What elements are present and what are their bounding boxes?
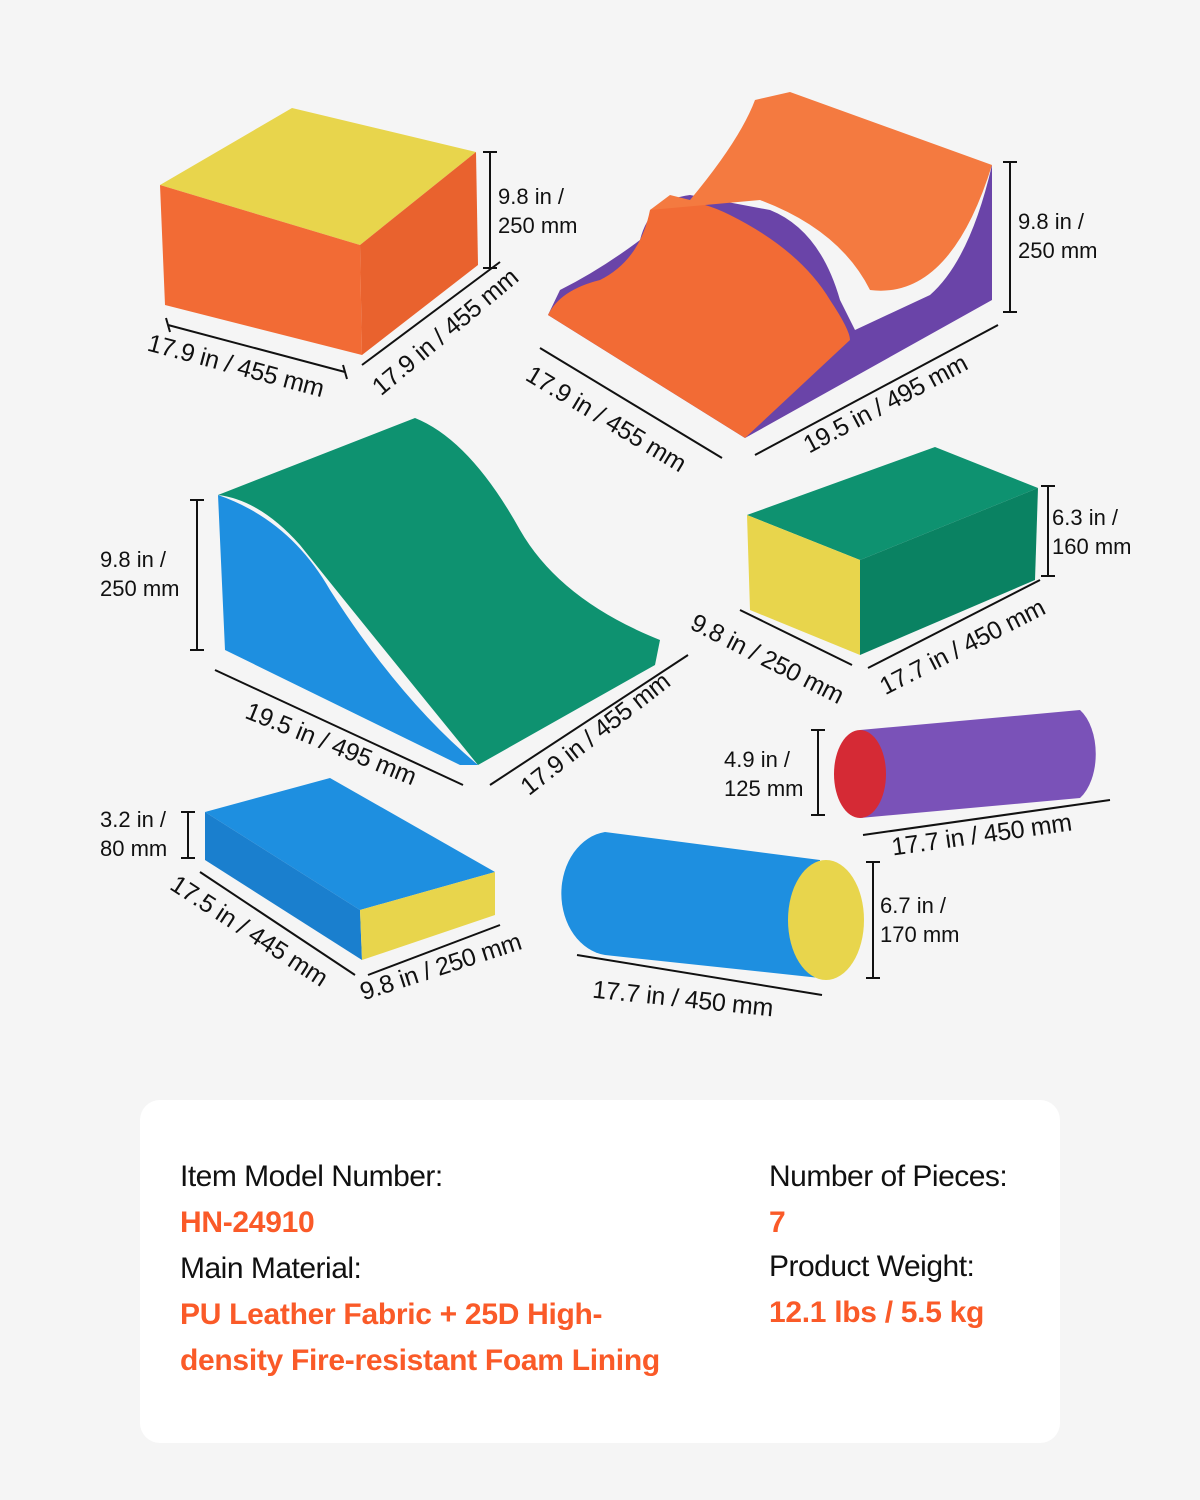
model-number-value: HN-24910 bbox=[180, 1206, 315, 1239]
model-number-label: Item Model Number: bbox=[180, 1160, 443, 1193]
dimension-lines bbox=[165, 151, 1111, 996]
foam-cube bbox=[160, 108, 478, 355]
foam-block-blue bbox=[205, 778, 495, 960]
foam-wedge bbox=[218, 418, 660, 765]
weight-value: 12.1 lbs / 5.5 kg bbox=[769, 1296, 985, 1329]
dimension-label: 9.8 in /250 mm bbox=[1018, 209, 1098, 263]
pieces-value: 7 bbox=[769, 1206, 786, 1239]
dimension-label: 6.7 in /170 mm bbox=[880, 893, 960, 947]
main-material-value: PU Leather Fabric + 25D High-density Fir… bbox=[180, 1298, 660, 1377]
dimension-label: 3.2 in /80 mm bbox=[100, 807, 168, 861]
specs-card: Item Model Number: HN-24910 Main Materia… bbox=[140, 1100, 1060, 1443]
foam-pieces-illustration bbox=[160, 92, 1111, 996]
weight-label: Product Weight: bbox=[769, 1250, 975, 1283]
foam-cylinder-blue bbox=[561, 832, 864, 980]
dimension-label: 9.8 in /250 mm bbox=[100, 547, 180, 601]
foam-cylinder-purple bbox=[834, 710, 1096, 818]
dimension-label: 6.3 in /160 mm bbox=[1052, 505, 1132, 559]
main-material-label: Main Material: bbox=[180, 1252, 362, 1285]
dimension-label: 9.8 in /250 mm bbox=[498, 184, 578, 238]
foam-block-green bbox=[747, 447, 1038, 655]
foam-stairs bbox=[548, 92, 992, 438]
pieces-label: Number of Pieces: bbox=[769, 1160, 1008, 1193]
dimension-label: 4.9 in /125 mm bbox=[724, 747, 804, 801]
